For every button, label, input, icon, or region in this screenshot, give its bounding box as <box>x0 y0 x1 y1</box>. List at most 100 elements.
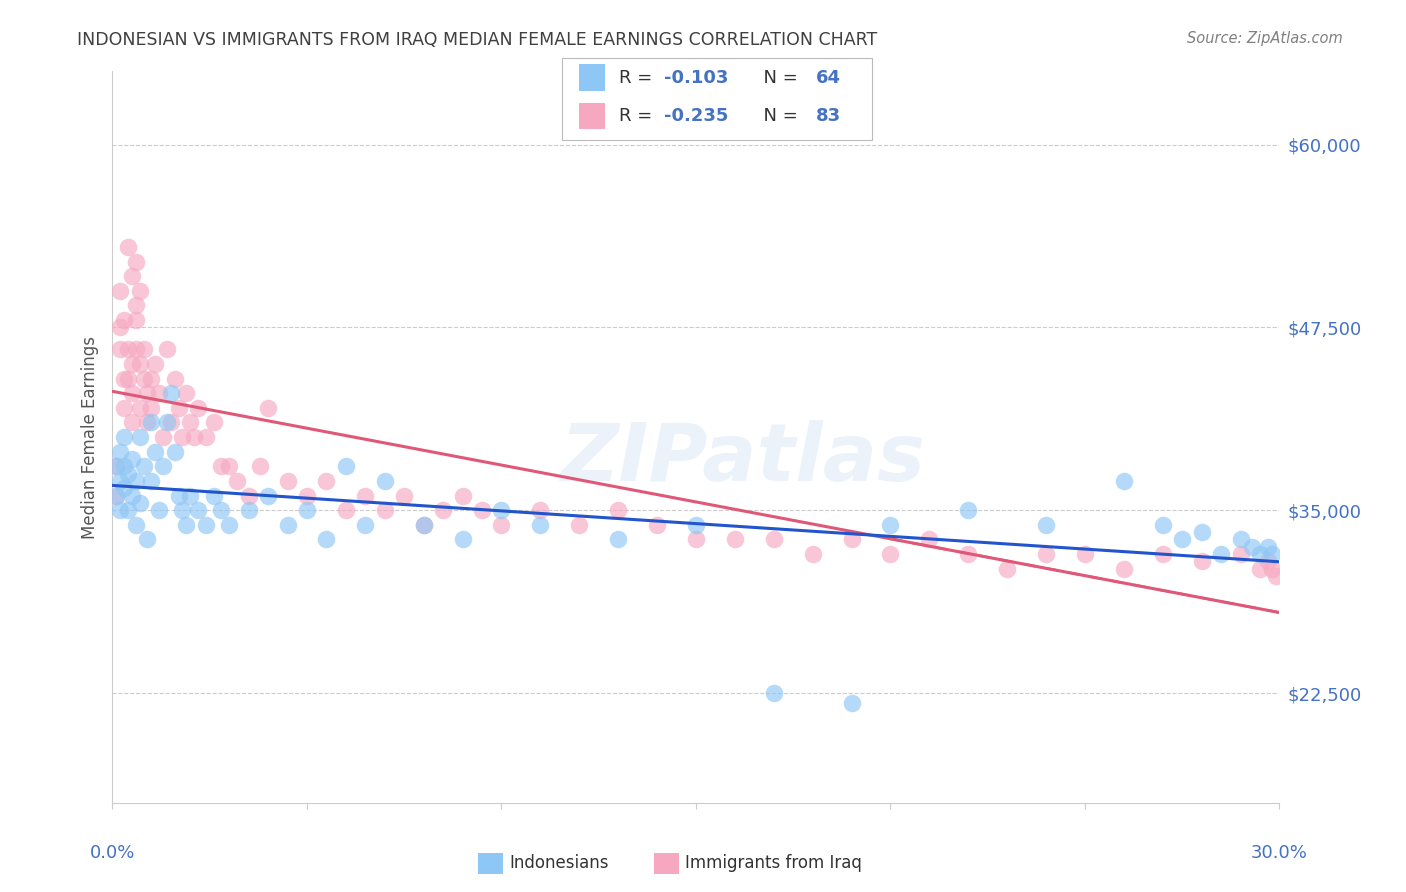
Point <box>529 503 551 517</box>
Point <box>194 517 217 532</box>
Point <box>117 240 139 254</box>
Point <box>1241 540 1264 554</box>
Point <box>117 343 139 357</box>
Point <box>801 547 824 561</box>
Text: 30.0%: 30.0% <box>1251 844 1308 862</box>
Point <box>568 517 591 532</box>
Point <box>1260 562 1282 576</box>
Point <box>128 284 150 298</box>
Point <box>121 416 143 430</box>
Point <box>471 503 494 517</box>
Point <box>1257 540 1279 554</box>
Point <box>176 517 198 532</box>
Point <box>110 444 132 458</box>
Point <box>1257 554 1279 568</box>
Point <box>491 503 513 517</box>
Point <box>238 489 260 503</box>
Point <box>128 401 150 415</box>
Point <box>218 517 240 532</box>
Text: ZIPatlas: ZIPatlas <box>560 420 925 498</box>
Point <box>238 503 260 517</box>
Text: N =: N = <box>752 107 804 125</box>
Point <box>209 459 232 474</box>
Point <box>1074 547 1097 561</box>
Point <box>141 416 163 430</box>
Point <box>1229 533 1251 547</box>
Point <box>128 357 150 371</box>
Point <box>125 474 148 488</box>
Point <box>125 313 148 327</box>
Point <box>121 452 143 467</box>
Text: INDONESIAN VS IMMIGRANTS FROM IRAQ MEDIAN FEMALE EARNINGS CORRELATION CHART: INDONESIAN VS IMMIGRANTS FROM IRAQ MEDIA… <box>77 31 877 49</box>
Point <box>685 517 707 532</box>
Point <box>374 474 396 488</box>
Point <box>132 459 155 474</box>
Point <box>110 474 132 488</box>
Point <box>176 386 198 401</box>
Point <box>995 562 1018 576</box>
Point <box>1035 517 1057 532</box>
Point <box>132 343 155 357</box>
Point <box>529 517 551 532</box>
Point <box>132 371 155 385</box>
Point <box>451 489 474 503</box>
Point <box>295 489 318 503</box>
Point <box>125 254 148 268</box>
Point <box>1171 533 1194 547</box>
Point <box>172 503 194 517</box>
Point <box>257 401 280 415</box>
Point <box>451 533 474 547</box>
Point <box>167 401 190 415</box>
Text: Source: ZipAtlas.com: Source: ZipAtlas.com <box>1187 31 1343 46</box>
Text: R =: R = <box>619 107 658 125</box>
Point <box>645 517 668 532</box>
Point <box>121 489 143 503</box>
Point <box>156 416 179 430</box>
Point <box>841 696 863 710</box>
Point <box>218 459 240 474</box>
Point <box>335 459 357 474</box>
Point <box>276 474 298 488</box>
Point <box>1249 562 1271 576</box>
Text: Indonesians: Indonesians <box>509 855 609 872</box>
Point <box>143 444 166 458</box>
Point <box>110 320 132 334</box>
Text: Immigrants from Iraq: Immigrants from Iraq <box>685 855 862 872</box>
Text: 64: 64 <box>815 69 841 87</box>
Text: N =: N = <box>752 69 804 87</box>
Point <box>187 401 209 415</box>
Point <box>491 517 513 532</box>
Point <box>121 357 143 371</box>
Point <box>128 430 150 444</box>
Point <box>117 467 139 481</box>
Point <box>1112 474 1135 488</box>
Point <box>202 489 225 503</box>
Point <box>879 517 901 532</box>
Point <box>209 503 232 517</box>
Point <box>1229 547 1251 561</box>
Point <box>918 533 941 547</box>
Point <box>112 430 135 444</box>
Point <box>1191 525 1213 540</box>
Point <box>156 343 179 357</box>
Point <box>194 430 217 444</box>
Point <box>125 517 148 532</box>
Point <box>762 533 785 547</box>
Point <box>1152 547 1174 561</box>
Point <box>136 416 159 430</box>
Point <box>1035 547 1057 561</box>
Point <box>148 503 170 517</box>
Point <box>179 416 201 430</box>
Text: -0.103: -0.103 <box>664 69 728 87</box>
Point <box>125 298 148 312</box>
Point <box>105 459 128 474</box>
Point <box>412 517 434 532</box>
Point <box>879 547 901 561</box>
Point <box>1260 547 1282 561</box>
Point <box>136 533 159 547</box>
Point <box>432 503 454 517</box>
Point <box>121 269 143 284</box>
Point <box>1249 547 1271 561</box>
Point <box>762 686 785 700</box>
Point <box>295 503 318 517</box>
